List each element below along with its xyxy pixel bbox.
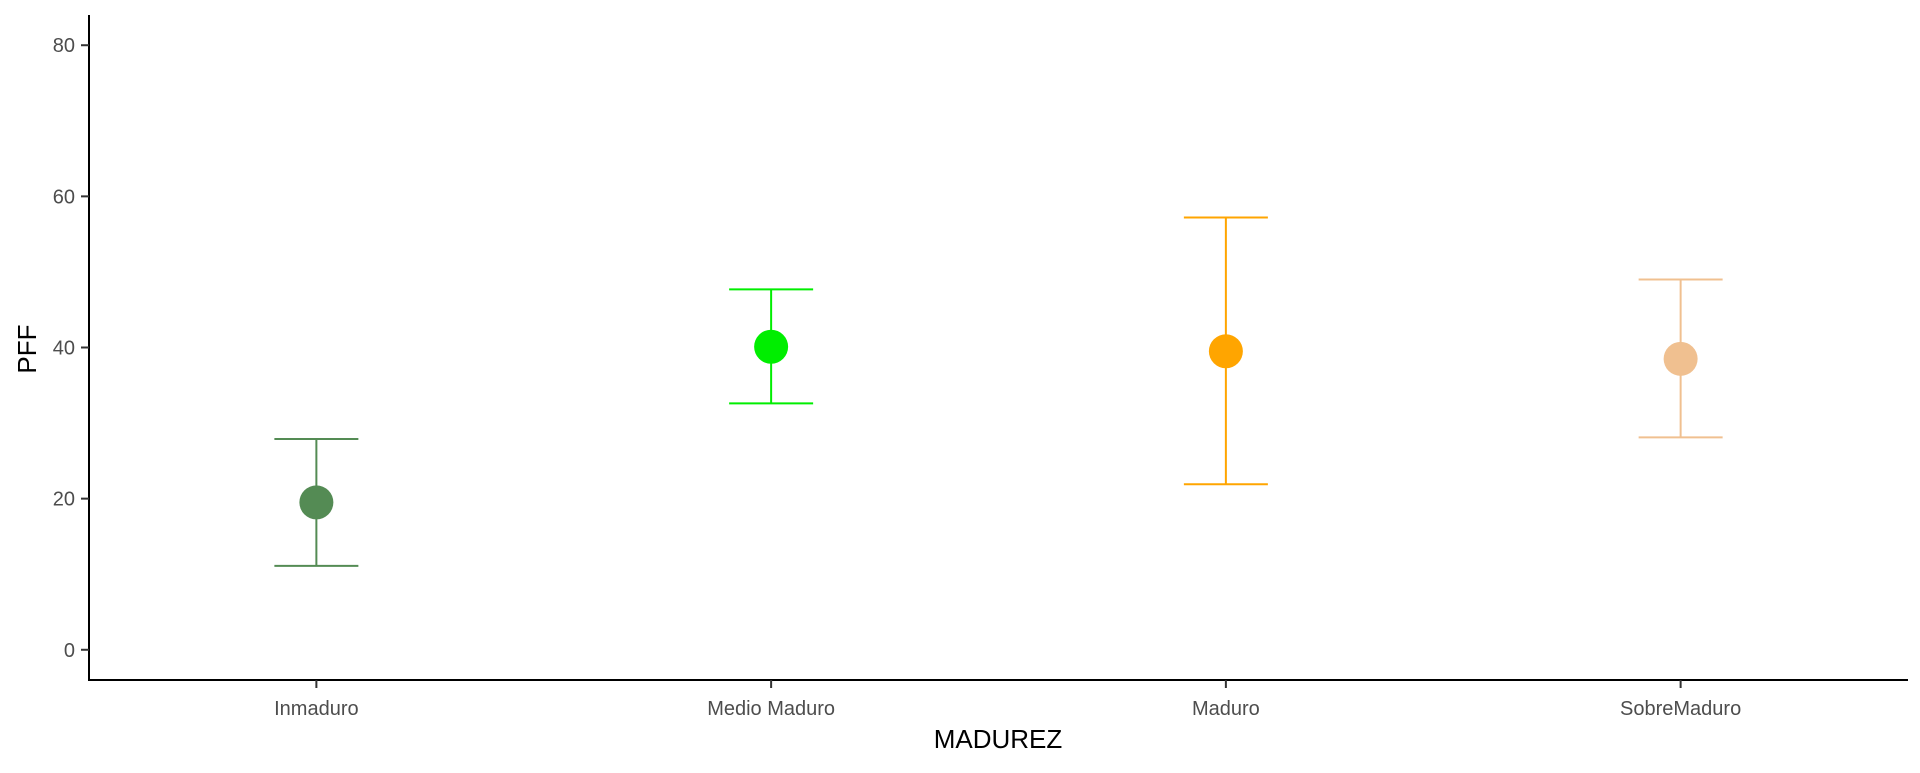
x-tick-label: Maduro [1192,698,1260,720]
mean-point [754,329,789,364]
mean-point [299,485,334,520]
chart-marks [274,216,1723,567]
x-tick-label: Medio Maduro [707,698,835,720]
mean-point [1663,341,1698,376]
y-axis-title: PFF [12,324,42,373]
y-tick-label: 40 [53,338,75,360]
y-tick-label: 80 [53,35,75,57]
y-axis-ticks: 0 20 40 60 80 [53,35,89,662]
y-tick-label: 20 [53,489,75,511]
y-tick-label: 0 [64,640,75,662]
x-axis-ticks: Inmaduro Medio Maduro Maduro SobreMaduro [274,680,1741,720]
x-tick-label: SobreMaduro [1620,698,1741,720]
error-bar-group [1638,278,1723,439]
x-tick-label: Inmaduro [274,698,359,720]
y-tick-label: 60 [53,186,75,208]
x-axis-title: MADUREZ [934,724,1063,754]
mean-point [1208,334,1243,369]
error-bar-group [1183,216,1268,486]
error-bar-group [729,288,814,405]
error-bar-group [274,437,359,567]
